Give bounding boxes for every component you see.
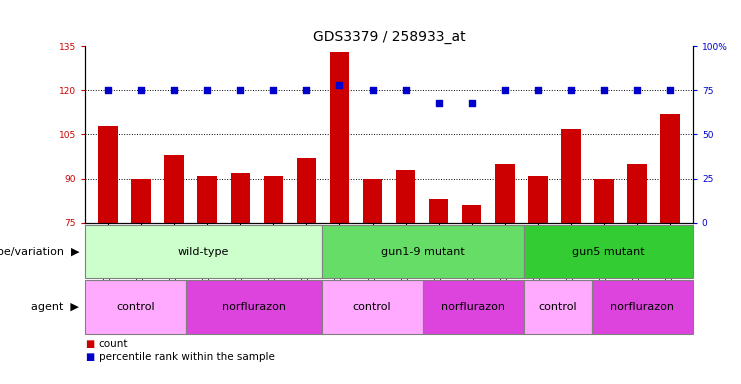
Text: genotype/variation  ▶: genotype/variation ▶ bbox=[0, 247, 79, 257]
Point bbox=[631, 87, 642, 93]
Bar bbox=[524, 225, 693, 278]
Bar bbox=[462, 205, 482, 223]
Bar bbox=[524, 280, 591, 334]
Bar bbox=[187, 280, 322, 334]
Text: agent  ▶: agent ▶ bbox=[31, 302, 79, 312]
Text: control: control bbox=[116, 302, 155, 312]
Point bbox=[202, 87, 213, 93]
Bar bbox=[659, 114, 679, 223]
Bar bbox=[362, 179, 382, 223]
Text: wild-type: wild-type bbox=[178, 247, 229, 257]
Bar bbox=[99, 126, 119, 223]
Bar bbox=[627, 164, 647, 223]
Point bbox=[268, 87, 279, 93]
Point bbox=[301, 87, 313, 93]
Text: ■: ■ bbox=[85, 352, 94, 362]
Text: norflurazon: norflurazon bbox=[222, 302, 286, 312]
Bar bbox=[561, 129, 580, 223]
Bar bbox=[322, 225, 524, 278]
Bar bbox=[428, 199, 448, 223]
Bar bbox=[165, 155, 185, 223]
Text: control: control bbox=[539, 302, 577, 312]
Title: GDS3379 / 258933_at: GDS3379 / 258933_at bbox=[313, 30, 465, 44]
Point bbox=[399, 87, 411, 93]
Bar bbox=[264, 175, 283, 223]
Bar bbox=[85, 225, 322, 278]
Point bbox=[433, 99, 445, 106]
Point bbox=[664, 87, 676, 93]
Text: count: count bbox=[99, 339, 128, 349]
Bar bbox=[230, 173, 250, 223]
Bar bbox=[85, 280, 187, 334]
Point bbox=[532, 87, 544, 93]
Text: percentile rank within the sample: percentile rank within the sample bbox=[99, 352, 274, 362]
Point bbox=[102, 87, 114, 93]
Point bbox=[333, 82, 345, 88]
Bar bbox=[396, 170, 416, 223]
Text: gun5 mutant: gun5 mutant bbox=[572, 247, 645, 257]
Point bbox=[598, 87, 610, 93]
Bar bbox=[322, 280, 423, 334]
Bar bbox=[591, 280, 693, 334]
Bar bbox=[131, 179, 151, 223]
Bar bbox=[495, 164, 514, 223]
Point bbox=[367, 87, 379, 93]
Point bbox=[168, 87, 180, 93]
Point bbox=[136, 87, 147, 93]
Bar bbox=[528, 175, 548, 223]
Point bbox=[465, 99, 477, 106]
Text: ■: ■ bbox=[85, 339, 94, 349]
Text: control: control bbox=[353, 302, 391, 312]
Text: norflurazon: norflurazon bbox=[442, 302, 505, 312]
Point bbox=[499, 87, 511, 93]
Bar bbox=[198, 175, 217, 223]
Bar bbox=[423, 280, 524, 334]
Bar bbox=[330, 52, 350, 223]
Point bbox=[565, 87, 576, 93]
Text: norflurazon: norflurazon bbox=[610, 302, 674, 312]
Bar bbox=[296, 158, 316, 223]
Text: gun1-9 mutant: gun1-9 mutant bbox=[381, 247, 465, 257]
Bar bbox=[594, 179, 614, 223]
Point bbox=[234, 87, 246, 93]
